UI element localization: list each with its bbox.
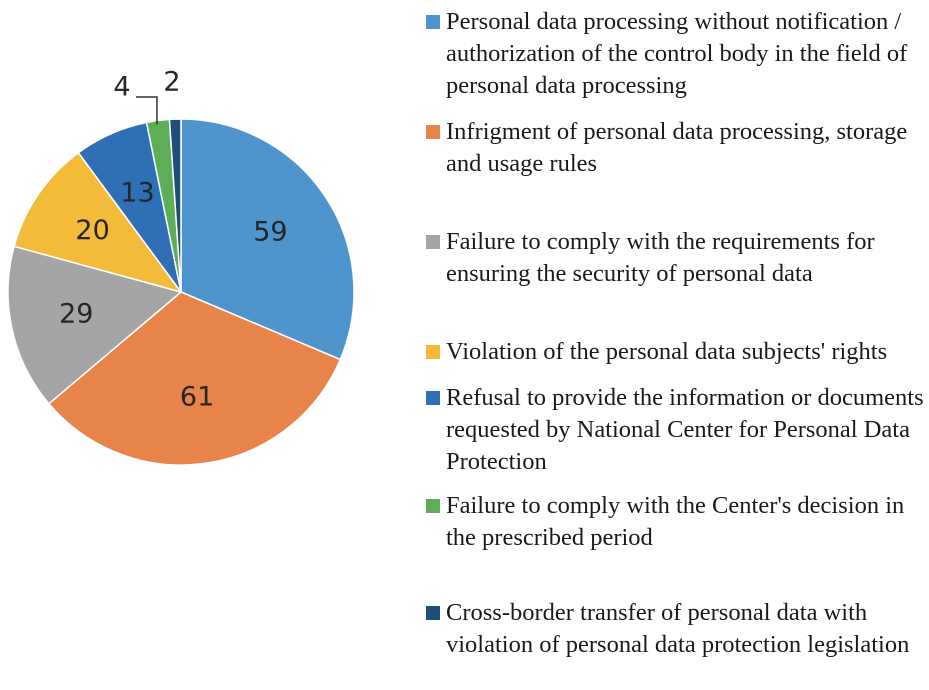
data-label: 2 (163, 67, 180, 98)
data-label: 4 (113, 72, 130, 103)
legend-item: Failure to comply with the requirements … (426, 226, 926, 290)
legend-item: Violation of the personal data subjects'… (426, 336, 926, 368)
legend-swatch (426, 391, 440, 405)
data-label: 20 (75, 215, 109, 246)
legend-item: Failure to comply with the Center's deci… (426, 490, 926, 554)
pie-slice (47, 291, 342, 466)
legend-item: Refusal to provide the information or do… (426, 382, 926, 478)
legend-text: Personal data processing without notific… (446, 8, 908, 99)
legend-text: Cross-border transfer of personal data w… (446, 599, 910, 658)
legend-text: Violation of the personal data subjects'… (446, 338, 888, 365)
data-label: 59 (253, 216, 287, 247)
pie-slice (168, 118, 182, 293)
legend-text: Failure to comply with the Center's deci… (446, 492, 905, 551)
legend-swatch (426, 235, 440, 249)
legend-swatch (426, 125, 440, 139)
legend-text: Infrigment of personal data processing, … (446, 118, 908, 177)
legend-swatch (426, 606, 440, 620)
legend-swatch (426, 15, 440, 29)
leader-line (136, 96, 158, 125)
data-label: 13 (120, 177, 154, 208)
legend-item: Cross-border transfer of personal data w… (426, 597, 926, 661)
legend-swatch (426, 345, 440, 359)
pie-slice (7, 245, 183, 405)
legend-text: Failure to comply with the requirements … (446, 228, 875, 287)
data-label: 61 (180, 382, 214, 413)
pie-slice (180, 118, 355, 361)
data-label: 29 (59, 299, 93, 330)
legend-item: Personal data processing without notific… (426, 6, 926, 102)
pie-slice (13, 151, 183, 294)
legend-item: Infrigment of personal data processing, … (426, 116, 926, 180)
legend-text: Refusal to provide the information or do… (446, 384, 924, 475)
legend-swatch (426, 499, 440, 513)
